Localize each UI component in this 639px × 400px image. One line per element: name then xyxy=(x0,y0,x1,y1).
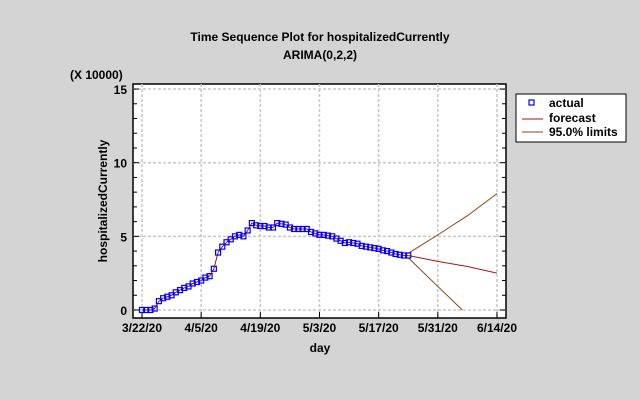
actual-point xyxy=(151,305,158,312)
y-tick-label: 10 xyxy=(114,157,128,171)
y-tick-label: 15 xyxy=(114,83,128,97)
actual-point xyxy=(253,222,260,229)
actual-point xyxy=(160,295,167,302)
actual-point xyxy=(400,252,408,259)
actual-point xyxy=(379,247,386,254)
y-axis-label: hospitalizedCurrently xyxy=(96,139,110,262)
actual-point xyxy=(299,225,306,233)
actual-point xyxy=(392,250,399,258)
actual-point xyxy=(143,306,150,314)
legend-actual-marker xyxy=(528,99,535,106)
y-tick-label: 0 xyxy=(120,304,127,318)
actual-point xyxy=(358,242,365,250)
actual-point xyxy=(312,230,319,237)
x-tick-label: 5/3/20 xyxy=(303,321,337,335)
legend: actual forecast 95.0% limits xyxy=(515,93,627,143)
actual-point xyxy=(236,231,243,238)
actual-point xyxy=(286,224,294,231)
actual-point xyxy=(244,227,251,234)
actual-point xyxy=(278,220,285,227)
x-tick-label: 4/19/20 xyxy=(240,321,280,335)
actual-point xyxy=(147,306,154,314)
actual-point xyxy=(291,225,298,233)
actual-point xyxy=(193,278,201,286)
legend-actual: actual xyxy=(549,96,584,110)
actual-point xyxy=(396,251,403,258)
x-tick-label: 5/17/20 xyxy=(359,321,399,335)
actual-point xyxy=(181,284,188,292)
x-tick-label: 5/31/20 xyxy=(418,321,458,335)
y-multiplier-label: (X 10000) xyxy=(70,68,123,82)
x-tick-label: 4/5/20 xyxy=(184,321,218,335)
x-axis-label: day xyxy=(310,341,331,355)
actual-point xyxy=(384,247,391,255)
actual-point xyxy=(324,232,332,239)
actual-point xyxy=(367,244,374,251)
y-tick-label: 5 xyxy=(120,230,127,244)
actual-point xyxy=(362,243,370,250)
actual-point xyxy=(214,249,222,256)
actual-point xyxy=(295,225,302,233)
actual-point xyxy=(206,273,213,280)
actual-point xyxy=(269,224,277,231)
actual-point xyxy=(189,280,196,287)
legend-limits: 95.0% limits xyxy=(549,125,618,139)
upper-limit-line xyxy=(407,193,498,254)
actual-point xyxy=(307,228,315,236)
actual-point xyxy=(231,233,239,240)
actual-point xyxy=(257,222,264,230)
actual-point xyxy=(341,239,348,247)
forecast-line xyxy=(408,255,498,274)
legend-forecast: forecast xyxy=(549,111,596,125)
x-tick-label: 3/22/20 xyxy=(122,321,162,335)
actual-point xyxy=(202,274,209,281)
chart-title: Time Sequence Plot for hospitalizedCurre… xyxy=(190,30,449,44)
chart-subtitle: ARIMA(0,2,2) xyxy=(283,48,357,62)
actual-point xyxy=(316,231,323,238)
actual-point xyxy=(345,239,353,246)
actual-point xyxy=(405,252,412,259)
actual-point xyxy=(261,222,268,230)
actual-point xyxy=(375,245,382,252)
actual-point xyxy=(350,239,357,247)
actual-point xyxy=(210,265,217,272)
lower-limit-line xyxy=(407,257,463,311)
actual-point xyxy=(274,219,281,227)
actual-point xyxy=(320,231,327,238)
actual-point xyxy=(265,224,272,231)
actual-point xyxy=(138,306,146,314)
actual-point xyxy=(219,243,226,250)
actual-point xyxy=(371,245,378,252)
actual-point xyxy=(164,293,171,300)
actual-point xyxy=(240,233,247,240)
actual-point xyxy=(388,249,395,256)
x-tick-label: 6/14/20 xyxy=(477,321,517,335)
